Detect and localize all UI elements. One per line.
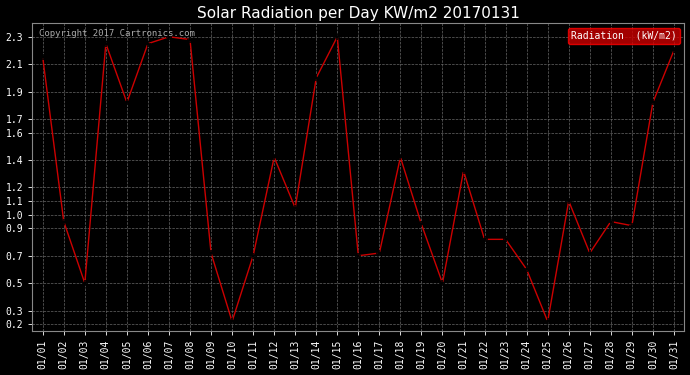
Title: Solar Radiation per Day KW/m2 20170131: Solar Radiation per Day KW/m2 20170131: [197, 6, 520, 21]
Legend: Radiation  (kW/m2): Radiation (kW/m2): [568, 28, 680, 44]
Text: Copyright 2017 Cartronics.com: Copyright 2017 Cartronics.com: [39, 29, 195, 38]
